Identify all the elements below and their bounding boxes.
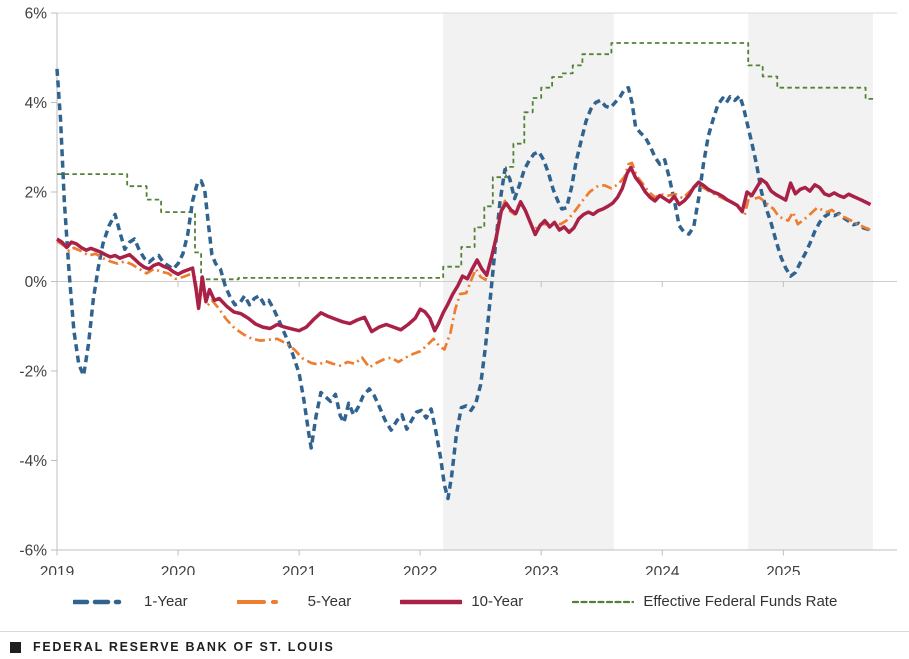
footer-label: FEDERAL RESERVE BANK OF ST. LOUIS bbox=[33, 640, 335, 654]
series-1-year-line bbox=[55, 68, 872, 501]
legend-swatch-effr-icon bbox=[572, 600, 635, 603]
legend-swatch-10-year-icon bbox=[400, 599, 463, 604]
y-axis-label: -6% bbox=[19, 543, 47, 560]
x-axis-label: 2023 bbox=[524, 564, 558, 575]
x-axis-label: 2025 bbox=[766, 564, 800, 575]
footer-bar: FEDERAL RESERVE BANK OF ST. LOUIS bbox=[0, 631, 909, 654]
y-axis-label: 2% bbox=[25, 185, 48, 202]
x-axis-label: 2020 bbox=[161, 564, 196, 575]
y-axis-label: 6% bbox=[25, 6, 48, 23]
chart-canvas: 6% 4% 2% 0% -2% -4% -6% 2019 2020 2021 2022 2023 202… bbox=[19, 6, 897, 575]
series-10-year-line bbox=[56, 165, 872, 334]
x-axis-label: 2024 bbox=[645, 564, 680, 575]
legend-swatch-5-year-icon bbox=[236, 599, 299, 604]
legend-item-1-year: 1-Year bbox=[73, 593, 188, 610]
legend-label-5-year: 5-Year bbox=[307, 593, 352, 610]
series-effective-federal-funds-rate-line bbox=[57, 42, 876, 281]
y-axis-label: -2% bbox=[19, 364, 47, 381]
y-axis-label: 4% bbox=[25, 95, 48, 112]
chart-legend: 1-Year 5-Year 10-Year Effective Federal … bbox=[0, 593, 909, 610]
legend-item-10-year: 10-Year bbox=[400, 593, 523, 610]
legend-label-1-year: 1-Year bbox=[144, 593, 188, 610]
frb-square-logo-icon bbox=[10, 641, 21, 653]
legend-swatch-1-year-icon bbox=[73, 599, 135, 604]
x-axis-label: 2022 bbox=[403, 564, 437, 575]
legend-item-5-year: 5-Year bbox=[236, 593, 352, 610]
legend-label-effr: Effective Federal Funds Rate bbox=[643, 593, 838, 610]
legend-label-10-year: 10-Year bbox=[471, 593, 524, 610]
x-axis-label: 2021 bbox=[282, 564, 316, 575]
legend-item-effr: Effective Federal Funds Rate bbox=[572, 593, 837, 610]
x-axis-label: 2019 bbox=[40, 564, 74, 575]
y-axis-label: -4% bbox=[19, 453, 47, 470]
y-axis-label: 0% bbox=[25, 274, 48, 291]
